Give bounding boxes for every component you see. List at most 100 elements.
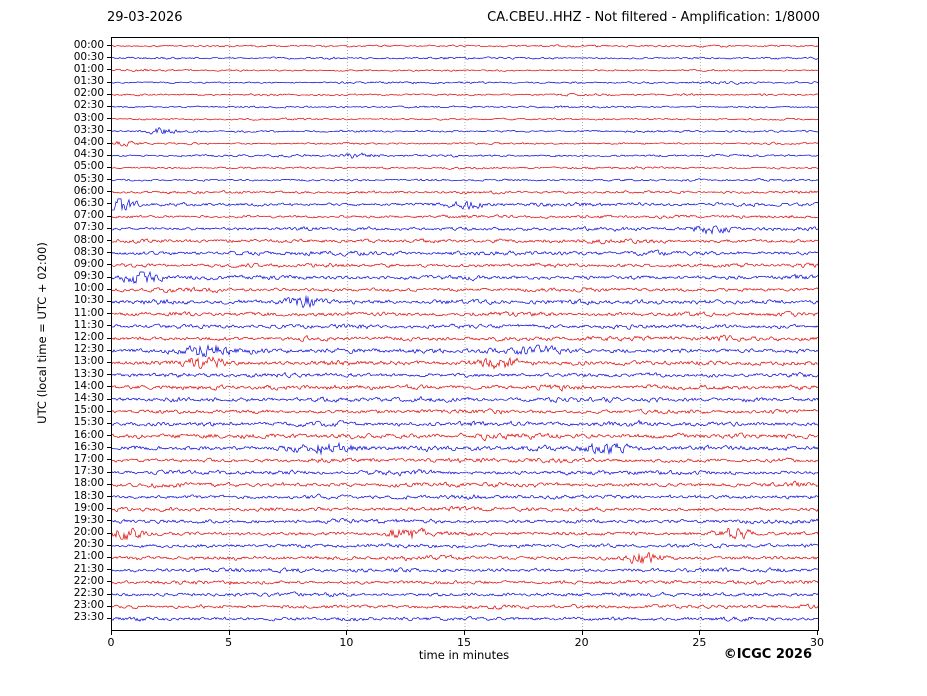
y-tick-label: 16:00 [73,428,104,441]
y-tick-label: 13:00 [73,355,104,368]
y-tick-mark [107,544,111,546]
y-tick-mark [107,166,111,168]
y-tick-mark [107,288,111,290]
y-tick-mark [107,422,111,424]
y-tick-label: 05:30 [73,172,104,185]
y-tick-mark [107,240,111,242]
y-tick-mark [107,154,111,156]
y-tick-label: 12:00 [73,331,104,344]
y-tick-label: 13:30 [73,367,104,380]
y-tick-mark [107,227,111,229]
y-tick-mark [107,191,111,193]
y-tick-label: 20:00 [73,526,104,539]
y-tick-label: 08:00 [73,233,104,246]
y-tick-label: 04:30 [73,148,104,161]
y-tick-mark [107,447,111,449]
y-tick-mark [107,93,111,95]
y-tick-label: 14:30 [73,392,104,404]
x-tick-mark [817,631,818,635]
x-tick-label: 25 [692,636,707,649]
x-tick-mark [464,631,465,635]
y-tick-label: 23:00 [73,599,104,612]
x-tick-mark [699,631,701,635]
y-tick-mark [107,337,111,339]
y-tick-mark [107,300,111,302]
x-tick-mark [228,631,230,635]
y-tick-label: 10:30 [73,294,104,307]
y-tick-label: 19:30 [73,513,104,526]
y-tick-label: 02:00 [73,87,104,100]
y-tick-label: 00:30 [73,50,104,63]
x-tick-mark [581,631,583,635]
y-tick-mark [107,264,111,266]
x-tick-mark [346,631,348,635]
y-tick-label: 21:00 [73,550,104,563]
y-tick-mark [107,325,111,327]
y-tick-mark [107,374,111,376]
x-tick-label: 20 [574,636,589,649]
copyright-credit: ©ICGC 2026 [723,647,812,662]
y-tick-label: 17:00 [73,452,104,465]
y-tick-label: 09:00 [73,257,104,270]
y-tick-label: 20:30 [73,538,104,551]
x-tick-label: 0 [107,636,115,649]
y-tick-label: 03:00 [73,111,104,124]
y-tick-label: 11:00 [73,306,104,319]
y-tick-mark [107,471,111,473]
plot-area [111,37,819,631]
date-title: 29-03-2026 [107,10,183,25]
y-tick-label: 06:30 [73,196,104,209]
x-tick-label: 10 [339,636,354,649]
y-tick-label: 07:00 [73,209,104,222]
y-tick-label: 23:30 [73,611,104,624]
helicorder-canvas [112,38,818,630]
y-tick-mark [107,276,111,278]
y-tick-mark [107,313,111,315]
y-tick-mark [107,483,111,485]
y-tick-mark [107,361,111,363]
y-tick-label: 10:00 [73,282,104,295]
y-tick-label: 12:30 [73,343,104,356]
y-tick-mark [107,398,111,400]
y-tick-label: 15:00 [73,404,104,417]
y-tick-label: 07:30 [73,221,104,234]
y-tick-mark [107,386,111,388]
y-tick-label: 01:30 [73,75,104,88]
x-tick-label: 15 [457,636,471,649]
y-tick-label: 06:00 [73,184,104,197]
y-tick-mark [107,532,111,534]
y-tick-mark [107,252,111,254]
y-tick-label: 21:30 [73,562,104,575]
y-tick-label: 05:00 [73,160,104,173]
y-tick-mark [107,179,111,181]
x-tick-label: 30 [810,636,824,649]
y-tick-mark [107,581,111,583]
y-tick-label: 09:30 [73,270,104,283]
y-tick-label: 18:00 [73,477,104,490]
y-tick-mark [107,118,111,120]
y-tick-label: 17:30 [73,465,104,478]
y-tick-label: 14:00 [73,379,104,392]
y-tick-label: 00:00 [73,38,104,51]
y-tick-mark [107,556,111,558]
y-tick-mark [107,81,111,83]
station-title: CA.CBEU..HHZ - Not filtered - Amplificat… [487,10,820,25]
y-tick-label: 22:30 [73,587,104,600]
y-tick-mark [107,605,111,607]
y-tick-label: 18:30 [73,489,104,502]
y-tick-label: 08:30 [73,245,104,258]
y-tick-mark [107,569,111,571]
y-tick-label: 11:30 [73,318,104,331]
x-tick-mark [111,631,112,635]
y-tick-mark [107,105,111,107]
y-tick-mark [107,593,111,595]
y-tick-label: 16:30 [73,440,104,453]
y-tick-mark [107,203,111,205]
y-tick-mark [107,69,111,71]
y-tick-mark [107,410,111,412]
y-tick-mark [107,520,111,522]
y-tick-mark [107,496,111,498]
y-tick-label: 15:30 [73,416,104,429]
x-tick-label: 5 [225,636,233,649]
